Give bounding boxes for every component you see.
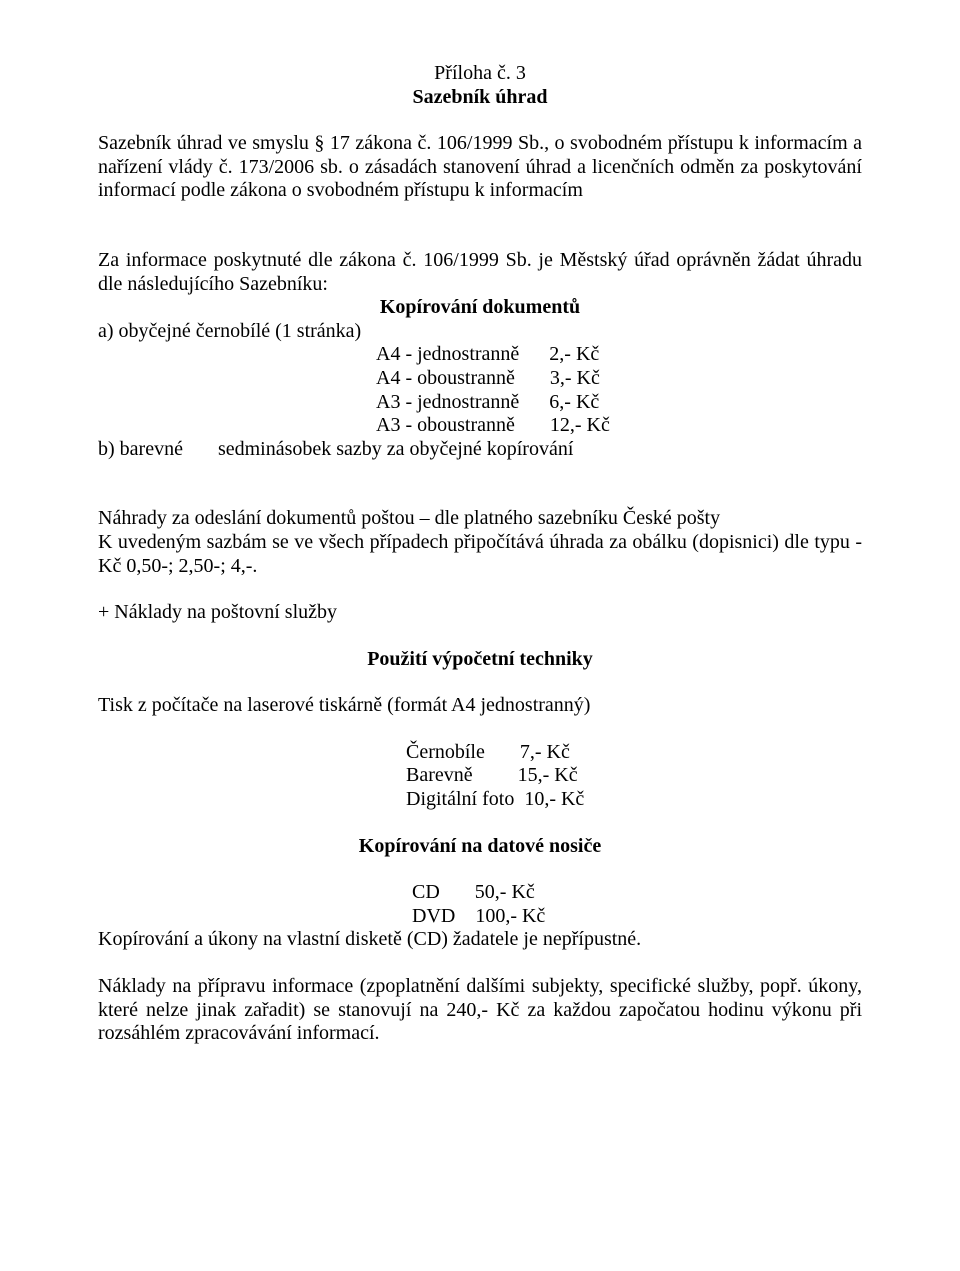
- price-list-media: CD 50,- Kč DVD 100,- Kč: [412, 881, 862, 928]
- intro-paragraph: Sazebník úhrad ve smyslu § 17 zákona č. …: [98, 132, 862, 203]
- price-list-print: Černobíle 7,- Kč Barevně 15,- Kč Digitál…: [406, 741, 862, 812]
- price-label: A4 - oboustranně: [376, 367, 515, 389]
- nahrady-line2: K uvedeným sazbám se ve všech případech …: [98, 531, 862, 578]
- kopirovani-title: Kopírování dokumentů: [98, 296, 862, 320]
- media-note: Kopírování a úkony na vlastní disketě (C…: [98, 928, 862, 952]
- option-a-label: a) obyčejné černobílé (1 stránka): [98, 320, 862, 344]
- vt-title: Použití výpočetní techniky: [98, 648, 862, 672]
- price-label: A3 - oboustranně: [376, 414, 515, 436]
- document-page: Příloha č. 3 Sazebník úhrad Sazebník úhr…: [0, 0, 960, 1271]
- price-row: DVD 100,- Kč: [412, 905, 862, 929]
- price-list-bw: A4 - jednostranně 2,- Kč A4 - oboustrann…: [376, 343, 862, 437]
- vt-lead: Tisk z počítače na laserové tiskárně (fo…: [98, 694, 862, 718]
- price-row: Digitální foto 10,- Kč: [406, 788, 862, 812]
- price-row: Barevně 15,- Kč: [406, 764, 862, 788]
- postovni-sluzby-note: + Náklady na poštovní služby: [98, 601, 862, 625]
- price-value: 6,- Kč: [549, 391, 599, 413]
- price-row: A3 - jednostranně 6,- Kč: [376, 391, 862, 415]
- price-row: A4 - jednostranně 2,- Kč: [376, 343, 862, 367]
- option-b-line: b) barevné sedminásobek sazby za obyčejn…: [98, 438, 862, 462]
- price-value: 3,- Kč: [550, 367, 600, 389]
- appendix-number: Příloha č. 3: [98, 62, 862, 86]
- document-title: Sazebník úhrad: [98, 86, 862, 110]
- price-row: A4 - oboustranně 3,- Kč: [376, 367, 862, 391]
- sazebnik-lead: Za informace poskytnuté dle zákona č. 10…: [98, 249, 862, 296]
- price-row: Černobíle 7,- Kč: [406, 741, 862, 765]
- nahrady-line1: Náhrady za odeslání dokumentů poštou – d…: [98, 507, 862, 531]
- price-value: 12,- Kč: [550, 414, 610, 436]
- nosice-title: Kopírování na datové nosiče: [98, 835, 862, 859]
- price-row: A3 - oboustranně 12,- Kč: [376, 414, 862, 438]
- price-value: 2,- Kč: [549, 343, 599, 365]
- price-label: A4 - jednostranně: [376, 343, 519, 365]
- price-label: A3 - jednostranně: [376, 391, 519, 413]
- naklady-paragraph: Náklady na přípravu informace (zpoplatně…: [98, 975, 862, 1046]
- price-row: CD 50,- Kč: [412, 881, 862, 905]
